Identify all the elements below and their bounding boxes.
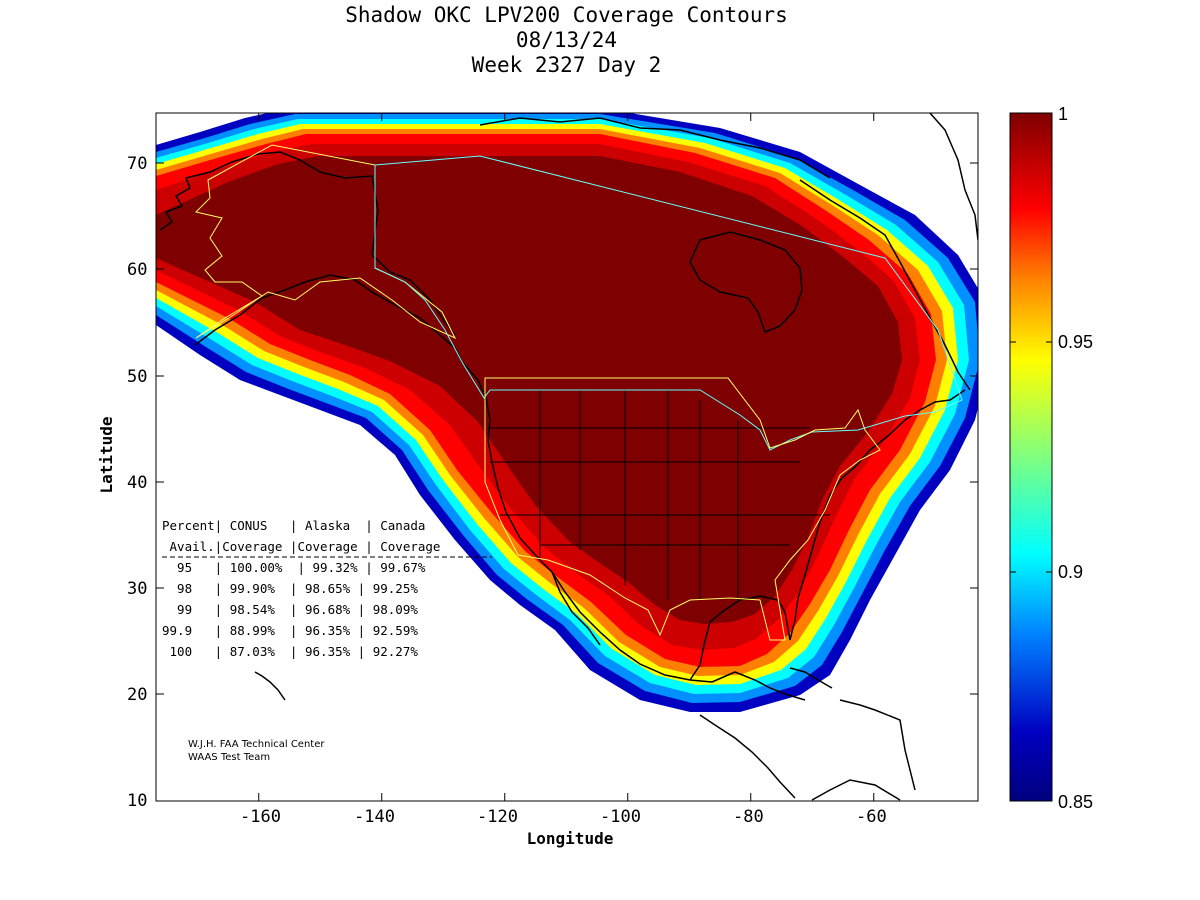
colorbar [1009, 112, 1053, 802]
coastline-arctic-islands [479, 117, 831, 179]
table-row: 100 | 87.03% | 96.35% | 92.27% [162, 644, 418, 659]
table-row: 99 | 98.54% | 96.68% | 98.09% [162, 602, 418, 617]
coastlines [159, 113, 978, 801]
map-date: 08/13/24 [515, 28, 618, 52]
y-tick-label: 10 [127, 791, 147, 811]
colorbar-label: 0.95 [1058, 332, 1093, 352]
coastline-hudson [689, 231, 803, 333]
credit-line: WAAS Test Team [188, 752, 270, 763]
x-tick-label: -100 [600, 807, 641, 827]
coastline-hawaii [254, 671, 286, 701]
coastline-gulf [689, 465, 857, 681]
y-tick-label: 50 [127, 367, 147, 387]
plot-frame [155, 112, 979, 802]
coastline-baja [551, 571, 601, 646]
colorbar-label: 0.9 [1058, 562, 1083, 582]
x-tick-label: -160 [240, 807, 281, 827]
coastline-labrador [799, 179, 971, 391]
coastline-central-america [699, 714, 796, 799]
colorbar-label: 0.85 [1058, 792, 1093, 812]
boundary-canada [374, 155, 963, 451]
state-borders [490, 390, 830, 600]
table-header: Avail.|Coverage |Coverage | Coverage [162, 539, 440, 554]
coverage-contours [156, 113, 978, 712]
coastline-greenland [929, 113, 978, 241]
x-tick-label: -80 [733, 807, 764, 827]
y-tick-label: 40 [127, 473, 147, 493]
coverage-table: Percent| CONUS | Alaska | Canada Avail.|… [162, 518, 492, 659]
x-axis-label: Longitude [527, 829, 614, 848]
map-week-day: Week 2327 Day 2 [471, 53, 662, 77]
coastline-yucatan [711, 671, 806, 701]
y-tick-label: 20 [127, 685, 147, 705]
table-header: Percent| CONUS | Alaska | Canada [162, 518, 425, 533]
y-tick-label: 30 [127, 579, 147, 599]
axis-ticks [156, 113, 978, 801]
table-row: 95 | 100.00% | 99.32% | 99.67% [162, 560, 426, 575]
colorbar-ticks [1010, 341, 1052, 573]
credit-line: W.J.H. FAA Technical Center [188, 739, 325, 750]
x-tick-label: -140 [354, 807, 395, 827]
coastline-south-america [811, 779, 901, 801]
coastline-cuba [789, 667, 833, 689]
y-tick-label: 60 [127, 260, 147, 280]
table-row: 99.9 | 88.99% | 96.35% | 92.59% [162, 623, 418, 638]
coastline-caribbean-islands [839, 699, 916, 791]
coastline-alaska [159, 151, 456, 336]
colorbar-label: 1 [1058, 104, 1068, 124]
boundary-conus [484, 377, 881, 641]
region-boundaries [195, 144, 963, 641]
coastline-alaska-south [194, 274, 463, 363]
table-row: 98 | 99.90% | 98.65% | 99.25% [162, 581, 418, 596]
x-tick-label: -120 [477, 807, 518, 827]
map-title: Shadow OKC LPV200 Coverage Contours [345, 3, 788, 27]
y-tick-label: 70 [127, 154, 147, 174]
x-tick-label: -60 [856, 807, 887, 827]
y-axis-label: Latitude [97, 416, 116, 493]
